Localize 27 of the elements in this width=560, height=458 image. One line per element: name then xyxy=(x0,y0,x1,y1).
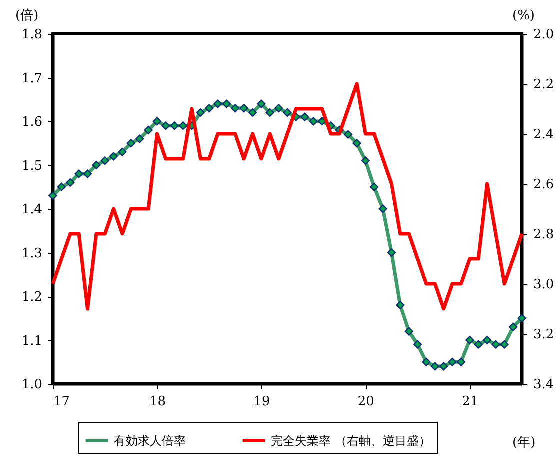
y2-axis-title: (%) xyxy=(512,8,535,24)
y-tick-label: 1.1 xyxy=(22,334,42,349)
y2-tick-label: 2.8 xyxy=(534,228,554,242)
y2-tick-label: 3.4 xyxy=(534,378,554,392)
x-tick-label: 21 xyxy=(462,394,479,410)
y-tick-label: 1.0 xyxy=(22,378,42,392)
y-tick-label: 1.3 xyxy=(22,246,42,262)
y-tick-label: 1.4 xyxy=(22,202,42,218)
y2-tick-label: 2.6 xyxy=(534,178,554,192)
x-tick-label: 18 xyxy=(149,394,166,410)
legend-label: 有効求人倍率 xyxy=(114,434,186,448)
y2-tick-label: 3.0 xyxy=(534,278,554,292)
y-tick-label: 1.5 xyxy=(22,158,42,174)
y-tick-label: 1.7 xyxy=(22,71,42,86)
legend-label: 完全失業率 （右軸、逆目盛） xyxy=(271,434,431,448)
x-tick-label: 20 xyxy=(358,394,374,410)
y2-tick-label: 2.0 xyxy=(534,28,554,42)
y-axis-title: (倍) xyxy=(16,8,39,24)
x-tick-label: 19 xyxy=(254,394,270,410)
y2-tick-label: 2.2 xyxy=(534,78,554,92)
y2-tick-label: 3.2 xyxy=(534,328,554,342)
y-tick-label: 1.6 xyxy=(22,115,42,130)
y-tick-label: 1.8 xyxy=(22,28,42,42)
x-tick-label: 17 xyxy=(54,394,70,410)
y2-tick-label: 2.4 xyxy=(534,128,554,142)
y-tick-label: 1.2 xyxy=(22,290,42,305)
x-axis-title: (年) xyxy=(512,436,536,450)
